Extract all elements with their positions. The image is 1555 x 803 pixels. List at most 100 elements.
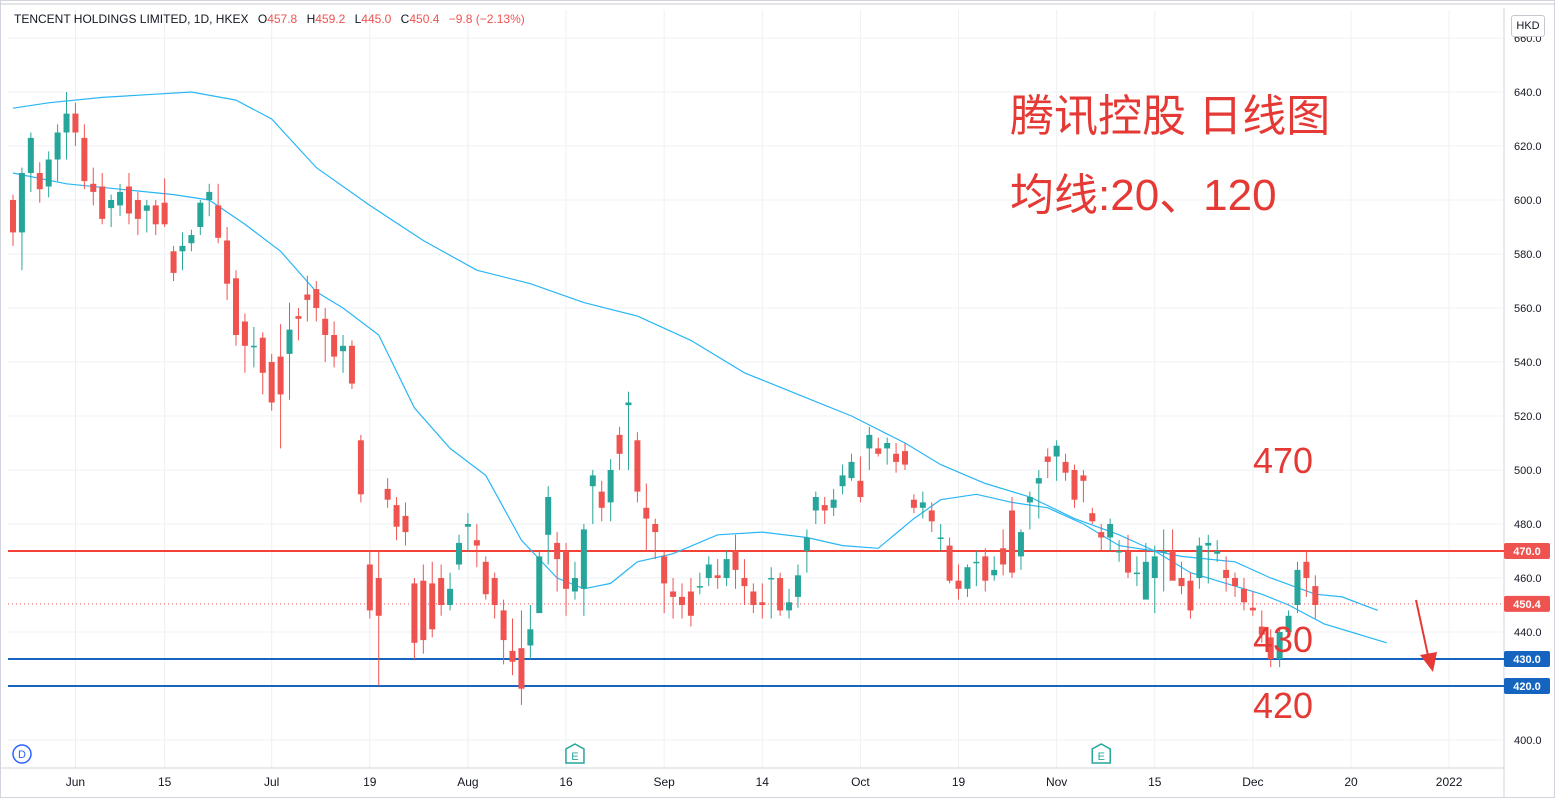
candle-body <box>233 278 239 335</box>
earnings-marker-shape <box>565 743 585 764</box>
candle-body <box>464 524 471 527</box>
high-value: 459.2 <box>315 12 346 26</box>
earnings-marker: E <box>565 743 585 764</box>
annotation-title: 腾讯控股 日线图 <box>1010 92 1330 141</box>
candle-body <box>803 537 810 551</box>
candle-body <box>1116 551 1123 553</box>
candle-body <box>1196 545 1203 578</box>
time-tick-label: 14 <box>756 775 770 789</box>
candle-body <box>1312 586 1319 605</box>
candle-body <box>286 329 293 354</box>
candle-body <box>1267 637 1274 659</box>
candle-body <box>1294 569 1301 605</box>
candle-body <box>812 497 819 511</box>
candle-body <box>161 202 168 225</box>
candle-body <box>1223 569 1230 578</box>
price-tick-label: 620.0 <box>1514 141 1542 153</box>
candle-body <box>268 362 275 403</box>
candle-body <box>72 113 79 133</box>
price-tick-label: 500.0 <box>1514 465 1542 477</box>
price-badge-label: 470.0 <box>1513 546 1541 558</box>
candle-body <box>10 200 16 233</box>
candle-body <box>893 453 900 462</box>
candle-body <box>18 173 25 233</box>
candle-body <box>1187 580 1194 611</box>
candle-body <box>687 591 694 616</box>
candle-body <box>1160 551 1167 553</box>
candle-body <box>732 551 739 570</box>
time-tick-label: 19 <box>363 775 377 789</box>
time-tick-label: Oct <box>851 775 870 789</box>
candle-body <box>866 434 873 449</box>
candle-body <box>438 578 445 605</box>
candle-body <box>179 245 186 252</box>
candle-body <box>652 524 659 533</box>
candle-body <box>634 440 641 492</box>
candle-body <box>1044 456 1051 462</box>
candle-body <box>143 205 150 211</box>
candle-body <box>545 497 552 535</box>
candle-body <box>554 542 561 560</box>
candle-body <box>411 583 418 643</box>
candle-body <box>45 159 52 187</box>
candle-body <box>1151 556 1158 578</box>
candle-body <box>393 505 400 527</box>
candle-body <box>536 556 543 614</box>
candle-body <box>99 186 106 219</box>
candle-body <box>277 356 284 395</box>
candle-body <box>955 580 962 589</box>
candle-body <box>821 505 828 511</box>
close-label: C <box>400 12 410 26</box>
candle-body <box>848 461 855 479</box>
candle-body <box>54 132 61 160</box>
annotation-level-420: 420 <box>1253 685 1313 726</box>
price-badge-label: 430.0 <box>1513 654 1541 666</box>
candle-body <box>1303 561 1310 578</box>
candle-body <box>420 580 427 641</box>
candle-body <box>616 434 623 454</box>
price-tick-label: 520.0 <box>1514 411 1542 423</box>
candle-body <box>1232 578 1239 587</box>
candle-body <box>1098 532 1105 538</box>
price-tick-label: 540.0 <box>1514 357 1542 369</box>
earnings-marker-label: E <box>1098 751 1105 763</box>
candle-body <box>63 113 70 133</box>
candle-body <box>1205 542 1212 546</box>
arrow-head <box>1420 652 1437 672</box>
candle-body <box>670 591 677 597</box>
candle-body <box>527 629 534 646</box>
candle-body <box>197 202 204 227</box>
candle-body <box>206 191 213 200</box>
candle-body <box>36 173 43 190</box>
candle-body <box>875 448 882 454</box>
ma120-line <box>12 91 1387 644</box>
time-tick-label: Jun <box>66 775 85 789</box>
candle-body <box>794 575 801 597</box>
candle-body <box>1000 548 1007 565</box>
candle-body <box>456 542 462 565</box>
candle-body <box>1089 513 1096 522</box>
candle-body <box>571 578 578 592</box>
annotation-level-470: 470 <box>1253 440 1313 481</box>
candle-body <box>1125 551 1131 573</box>
candle-body <box>768 578 775 580</box>
candle-body <box>589 475 596 487</box>
candle-body <box>714 575 721 578</box>
time-tick-label: Dec <box>1242 775 1263 789</box>
candle-body <box>1178 578 1185 587</box>
candle-body <box>1062 461 1069 473</box>
candle-body <box>991 569 998 576</box>
open-value: 457.8 <box>267 12 298 26</box>
currency-button[interactable]: HKD <box>1511 15 1545 37</box>
symbol-title: TENCENT HOLDINGS LIMITED, 1D, HKEX <box>14 12 249 26</box>
candle-body <box>27 137 34 173</box>
candle-body <box>902 451 908 465</box>
candle-body <box>108 200 115 209</box>
candle-body <box>741 578 748 587</box>
price-badge <box>1504 678 1550 694</box>
candle-body <box>241 321 248 346</box>
candle-body <box>134 200 141 219</box>
change-value: −9.8 (−2.13%) <box>448 12 525 26</box>
